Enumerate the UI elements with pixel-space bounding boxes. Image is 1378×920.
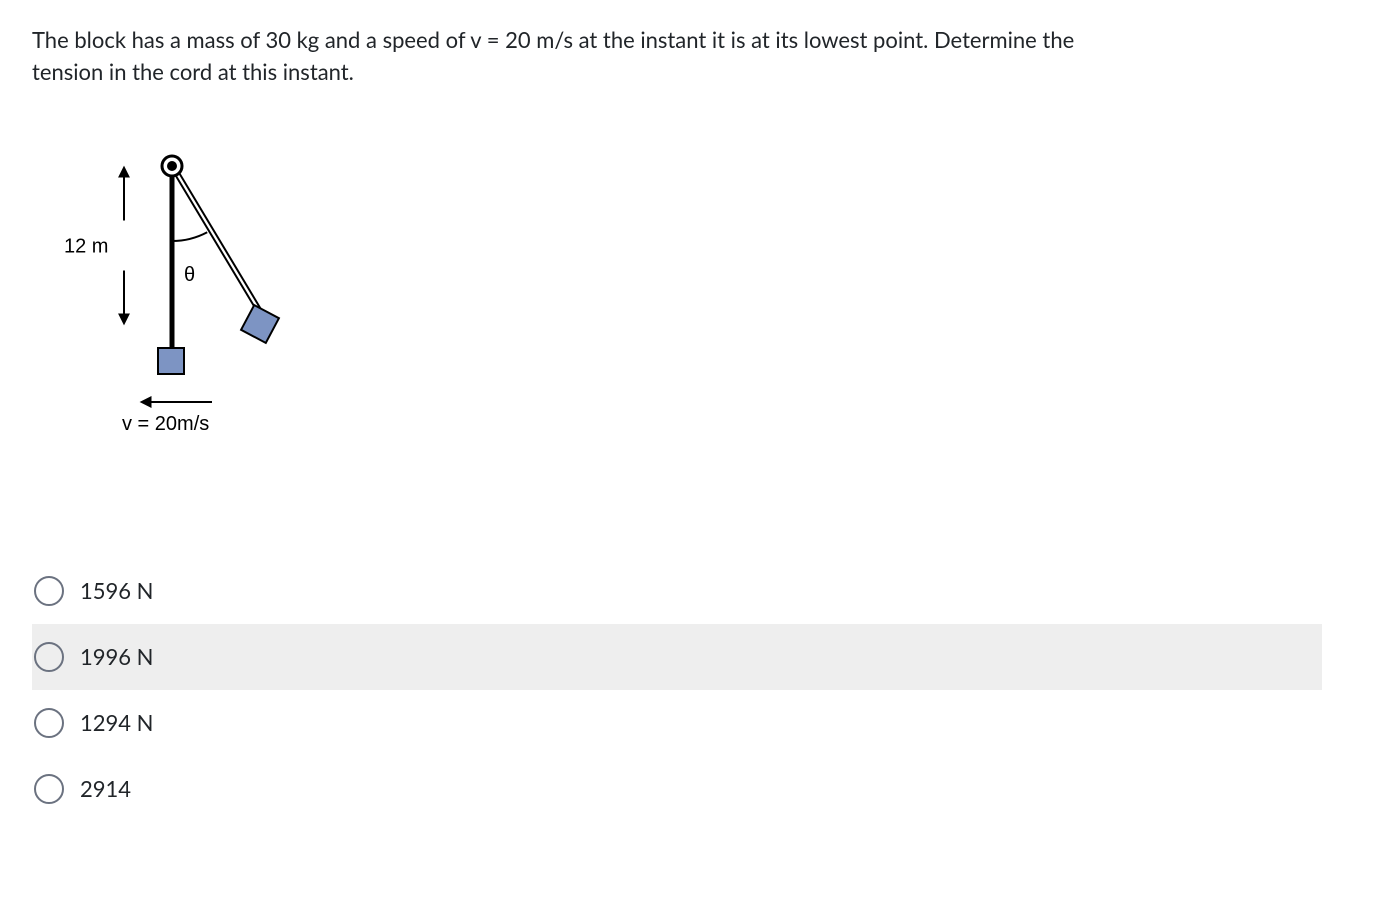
radio-icon [34, 774, 64, 804]
option-1[interactable]: 1596 N [32, 558, 1322, 624]
pendulum-diagram: 12 m θ v = 20m/s [32, 148, 292, 528]
radio-icon [34, 708, 64, 738]
svg-text:12 m: 12 m [64, 235, 108, 257]
option-label: 1294 N [80, 709, 153, 736]
option-4[interactable]: 2914 [32, 756, 1322, 822]
option-2[interactable]: 1996 N [32, 624, 1322, 690]
option-label: 1596 N [80, 577, 153, 604]
answer-options: 1596 N 1996 N 1294 N 2914 [32, 558, 1322, 822]
svg-text:v = 20m/s: v = 20m/s [122, 413, 209, 435]
radio-icon [34, 642, 64, 672]
option-label: 1996 N [80, 643, 153, 670]
radio-icon [34, 576, 64, 606]
svg-text:θ: θ [184, 264, 195, 286]
option-label: 2914 [80, 775, 131, 802]
option-3[interactable]: 1294 N [32, 690, 1322, 756]
question-text: The block has a mass of 30 kg and a spee… [32, 24, 1132, 88]
